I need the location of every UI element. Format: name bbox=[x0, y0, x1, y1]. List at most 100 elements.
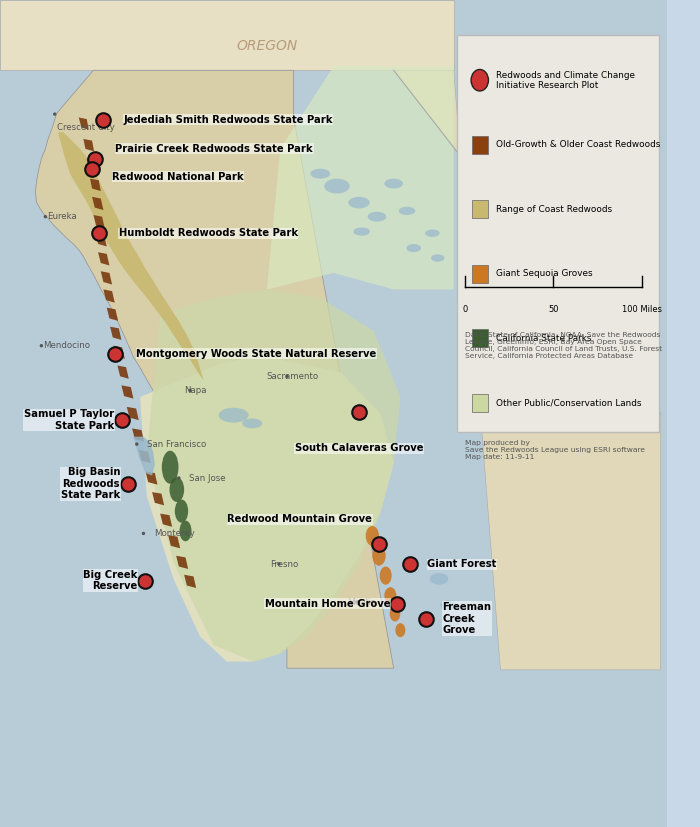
Text: Redwoods and Climate Change
Initiative Research Plot: Redwoods and Climate Change Initiative R… bbox=[496, 70, 635, 90]
Polygon shape bbox=[134, 437, 155, 476]
Point bbox=[173, 471, 184, 485]
Text: Big Creek
Reserve: Big Creek Reserve bbox=[83, 570, 137, 591]
Ellipse shape bbox=[399, 207, 415, 215]
Polygon shape bbox=[127, 407, 139, 420]
Text: Data: State of California, NOAA, Save the Redwoods
League, GreenInfo, ESRI, Bay : Data: State of California, NOAA, Save th… bbox=[465, 332, 662, 360]
Polygon shape bbox=[147, 289, 400, 662]
Point bbox=[281, 370, 293, 383]
FancyBboxPatch shape bbox=[472, 136, 488, 154]
Polygon shape bbox=[160, 514, 172, 527]
Text: South Calaveras Grove: South Calaveras Grove bbox=[295, 443, 424, 453]
Polygon shape bbox=[168, 535, 180, 548]
Circle shape bbox=[471, 69, 489, 91]
Polygon shape bbox=[113, 346, 125, 359]
Point bbox=[140, 574, 151, 587]
Point bbox=[354, 405, 365, 418]
Text: Sacramento: Sacramento bbox=[266, 372, 318, 380]
Text: NEVADA: NEVADA bbox=[508, 324, 553, 379]
Point bbox=[49, 108, 60, 121]
Point bbox=[185, 384, 196, 397]
Text: Humboldt Redwoods State Park: Humboldt Redwoods State Park bbox=[119, 228, 298, 238]
Text: 50: 50 bbox=[548, 305, 559, 314]
FancyBboxPatch shape bbox=[472, 329, 488, 347]
Ellipse shape bbox=[431, 255, 444, 261]
Polygon shape bbox=[87, 159, 97, 171]
Polygon shape bbox=[132, 428, 144, 442]
Text: Giant Sequoia Groves: Giant Sequoia Groves bbox=[496, 270, 592, 278]
Text: Napa: Napa bbox=[184, 386, 206, 394]
Ellipse shape bbox=[372, 546, 386, 566]
Polygon shape bbox=[184, 575, 196, 588]
Polygon shape bbox=[146, 471, 158, 485]
Polygon shape bbox=[104, 289, 115, 303]
Point bbox=[373, 538, 384, 551]
Ellipse shape bbox=[384, 587, 396, 604]
Text: San Jose: San Jose bbox=[190, 474, 226, 482]
Polygon shape bbox=[95, 233, 107, 246]
Polygon shape bbox=[93, 215, 105, 228]
Ellipse shape bbox=[324, 179, 349, 194]
Polygon shape bbox=[267, 66, 454, 289]
Text: California State Parks: California State Parks bbox=[496, 334, 592, 342]
Text: Redwood Mountain Grove: Redwood Mountain Grove bbox=[228, 514, 372, 524]
Text: Freeman
Creek
Grove: Freeman Creek Grove bbox=[442, 602, 491, 635]
Polygon shape bbox=[0, 0, 454, 70]
Ellipse shape bbox=[242, 418, 262, 428]
Text: Samuel P Taylor
State Park: Samuel P Taylor State Park bbox=[24, 409, 114, 431]
Text: Crescent City: Crescent City bbox=[57, 123, 115, 131]
Ellipse shape bbox=[169, 477, 184, 502]
Polygon shape bbox=[78, 117, 89, 130]
Point bbox=[420, 612, 431, 625]
Ellipse shape bbox=[349, 197, 370, 208]
Point bbox=[36, 339, 47, 352]
FancyBboxPatch shape bbox=[472, 265, 488, 283]
Text: Map produced by
Save the Redwoods League using ESRI software
Map date: 11-9-11: Map produced by Save the Redwoods League… bbox=[465, 440, 645, 460]
Point bbox=[93, 227, 104, 240]
Ellipse shape bbox=[395, 624, 405, 638]
Ellipse shape bbox=[162, 451, 178, 484]
Ellipse shape bbox=[175, 500, 188, 523]
Text: Other Public/Conservation Lands: Other Public/Conservation Lands bbox=[496, 399, 641, 407]
Point bbox=[87, 162, 98, 175]
Text: OREGON: OREGON bbox=[237, 40, 298, 53]
Ellipse shape bbox=[407, 244, 421, 252]
Polygon shape bbox=[121, 385, 134, 399]
Text: Visalia: Visalia bbox=[349, 598, 376, 606]
Polygon shape bbox=[139, 450, 150, 463]
Polygon shape bbox=[393, 70, 661, 670]
FancyBboxPatch shape bbox=[472, 394, 488, 412]
FancyBboxPatch shape bbox=[457, 35, 659, 432]
Point bbox=[40, 210, 51, 223]
Polygon shape bbox=[110, 327, 121, 340]
FancyBboxPatch shape bbox=[472, 200, 488, 218]
Point bbox=[131, 437, 142, 451]
Point bbox=[405, 557, 416, 571]
Text: Jedediah Smith Redwoods State Park: Jedediah Smith Redwoods State Park bbox=[123, 115, 333, 125]
Polygon shape bbox=[118, 366, 129, 379]
Polygon shape bbox=[98, 252, 109, 265]
Ellipse shape bbox=[425, 230, 440, 237]
Ellipse shape bbox=[447, 618, 461, 626]
Point bbox=[351, 595, 363, 609]
Text: Monterey: Monterey bbox=[154, 529, 195, 538]
Ellipse shape bbox=[390, 605, 400, 622]
Text: Giant Forest: Giant Forest bbox=[427, 559, 496, 569]
Ellipse shape bbox=[354, 227, 370, 236]
Text: 0: 0 bbox=[463, 305, 468, 314]
Text: Prairie Creek Redwoods State Park: Prairie Creek Redwoods State Park bbox=[116, 144, 313, 154]
Ellipse shape bbox=[365, 526, 379, 546]
Text: Old-Growth & Older Coast Redwoods: Old-Growth & Older Coast Redwoods bbox=[496, 141, 660, 149]
Ellipse shape bbox=[440, 600, 456, 610]
Point bbox=[138, 527, 149, 540]
Text: Montgomery Woods State Natural Reserve: Montgomery Woods State Natural Reserve bbox=[136, 349, 377, 359]
Polygon shape bbox=[58, 132, 204, 380]
Point bbox=[90, 152, 101, 165]
Ellipse shape bbox=[379, 566, 392, 585]
Ellipse shape bbox=[218, 408, 248, 423]
Ellipse shape bbox=[384, 179, 403, 189]
Point bbox=[122, 477, 134, 490]
Text: Eureka: Eureka bbox=[48, 213, 77, 221]
Point bbox=[98, 113, 109, 127]
Text: 100 Miles: 100 Miles bbox=[622, 305, 662, 314]
Text: San Francisco: San Francisco bbox=[148, 440, 206, 448]
